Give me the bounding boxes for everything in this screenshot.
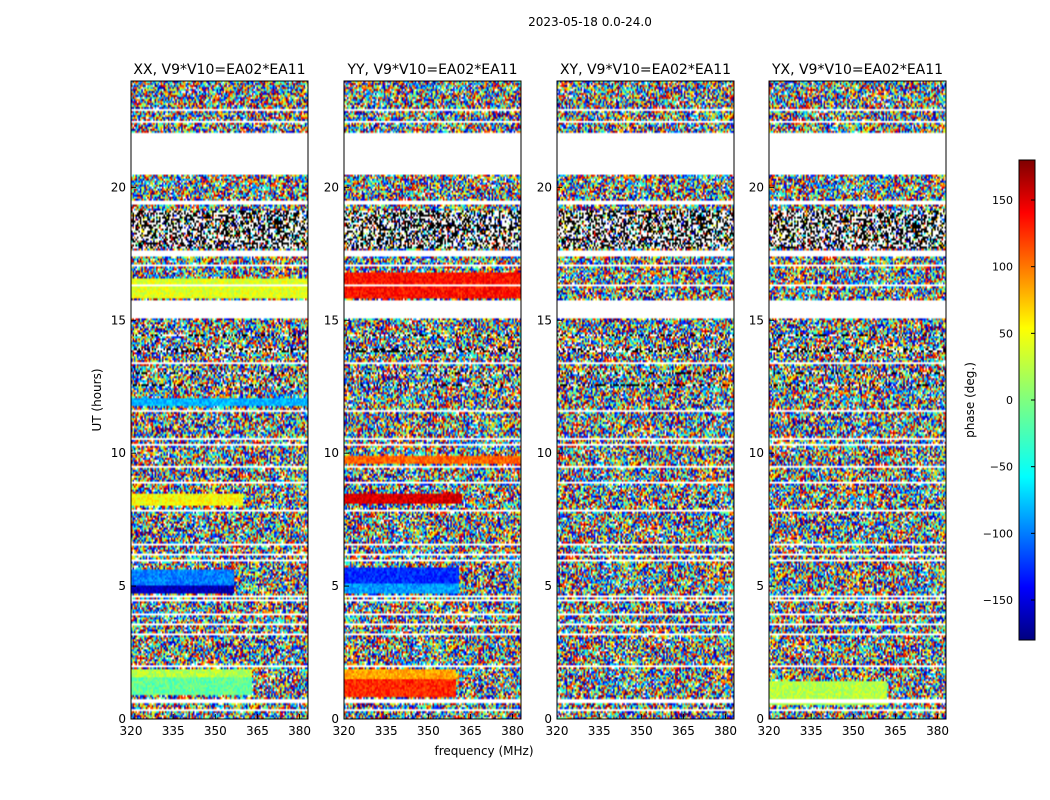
- colorbar-tick-label: −100: [983, 527, 1013, 540]
- x-tick-label: 350: [630, 724, 653, 738]
- y-tick-label: 20: [749, 180, 764, 194]
- colorbar-tick-label: −150: [983, 594, 1013, 607]
- y-tick-label: 15: [749, 313, 764, 327]
- x-tick-label: 335: [800, 724, 823, 738]
- x-tick-label: 335: [375, 724, 398, 738]
- y-tick-label: 15: [537, 313, 552, 327]
- y-tick-label: 0: [544, 712, 552, 726]
- figure-title: 2023-05-18 0.0-24.0: [528, 15, 652, 29]
- y-tick-label: 10: [324, 446, 339, 460]
- x-tick-label: 350: [204, 724, 227, 738]
- x-tick-label: 365: [884, 724, 907, 738]
- y-tick-label: 20: [324, 180, 339, 194]
- y-tick-label: 0: [331, 712, 339, 726]
- y-tick-label: 0: [756, 712, 764, 726]
- y-tick-label: 0: [118, 712, 126, 726]
- panel-title: XY, V9*V10=EA02*EA11: [560, 62, 731, 78]
- panels: XX, V9*V10=EA02*EA11 320 335 350 365 380 0 5 10 1…: [111, 62, 949, 738]
- x-tick-label: 365: [246, 724, 269, 738]
- x-tick-label: 365: [672, 724, 695, 738]
- y-tick-label: 15: [111, 313, 126, 327]
- y-tick-label: 15: [324, 313, 339, 327]
- x-tick-label: 365: [459, 724, 482, 738]
- panel-title: YX, V9*V10=EA02*EA11: [771, 62, 943, 78]
- panel-title: YY, V9*V10=EA02*EA11: [346, 62, 517, 78]
- heatmap-image: [557, 81, 734, 719]
- panel-frame: [130, 80, 309, 720]
- colorbar-tick-label: 100: [992, 261, 1013, 274]
- y-axis-label: UT (hours): [90, 368, 104, 431]
- y-tick-label: 5: [544, 579, 552, 593]
- heatmap-image: [131, 81, 308, 719]
- y-tick-label: 5: [331, 579, 339, 593]
- colorbar-tick-label: 0: [1006, 394, 1013, 407]
- x-tick-label: 380: [288, 724, 311, 738]
- x-tick-label: 350: [417, 724, 440, 738]
- x-tick-label: 335: [588, 724, 611, 738]
- x-tick-label: 380: [714, 724, 737, 738]
- x-axis-label: frequency (MHz): [434, 744, 533, 758]
- x-tick-label: 320: [333, 724, 356, 738]
- panel-frame: [343, 80, 522, 720]
- colorbar-tick-label: 150: [992, 194, 1013, 207]
- y-tick-label: 10: [537, 446, 552, 460]
- heatmap-image: [344, 81, 521, 719]
- colorbar-tick-label: −50: [990, 461, 1013, 474]
- y-tick-label: 5: [118, 579, 126, 593]
- y-tick-label: 20: [111, 180, 126, 194]
- x-tick-label: 380: [501, 724, 524, 738]
- heatmap-image: [769, 81, 946, 719]
- panel-frame: [556, 80, 735, 720]
- x-tick-label: 335: [162, 724, 185, 738]
- x-tick-label: 380: [926, 724, 949, 738]
- y-tick-label: 10: [749, 446, 764, 460]
- y-tick-label: 20: [537, 180, 552, 194]
- x-tick-label: 320: [120, 724, 143, 738]
- x-tick-label: 320: [758, 724, 781, 738]
- colorbar-ticks: −150 −100 −50 0 50 100 150: [983, 194, 1035, 607]
- colorbar: −150 −100 −50 0 50 100 150 phase (deg.): [963, 159, 1036, 641]
- panel-frame: [768, 80, 947, 720]
- colorbar-label: phase (deg.): [963, 362, 977, 438]
- x-tick-label: 350: [842, 724, 865, 738]
- y-tick-label: 10: [111, 446, 126, 460]
- panel-title: XX, V9*V10=EA02*EA11: [133, 62, 305, 78]
- colorbar-tick-label: 50: [999, 327, 1013, 340]
- y-tick-label: 5: [756, 579, 764, 593]
- x-tick-label: 320: [546, 724, 569, 738]
